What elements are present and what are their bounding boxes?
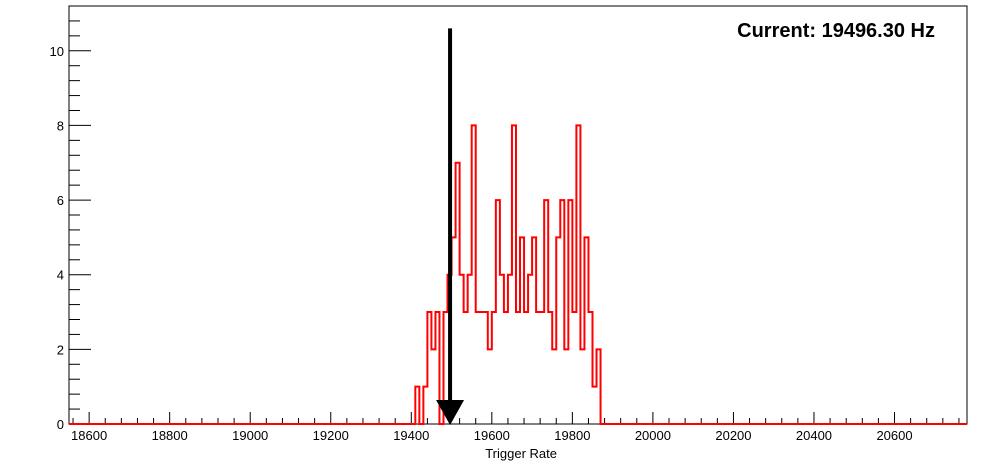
y-tick-label: 10 [50, 44, 64, 59]
y-tick-label: 0 [57, 417, 64, 432]
x-tick-label: 19000 [232, 428, 268, 443]
current-rate-marker [436, 28, 465, 425]
x-axis-title: Trigger Rate [485, 446, 557, 461]
x-tick-label: 19200 [313, 428, 349, 443]
histogram-series [69, 124, 967, 425]
y-tick-label: 4 [57, 268, 64, 283]
x-axis: 18600 18800 19000 19200 19400 19600 19800 20000… [71, 412, 960, 443]
x-tick-label: 20000 [635, 428, 671, 443]
x-tick-label: 19400 [393, 428, 429, 443]
x-tick-label: 19600 [474, 428, 510, 443]
histogram-step-line [69, 124, 967, 425]
y-tick-label: 2 [57, 342, 64, 357]
x-tick-label: 20200 [715, 428, 751, 443]
x-tick-label: 18600 [71, 428, 107, 443]
y-axis: 0 2 4 6 8 10 [50, 20, 91, 432]
x-tick-label: 20600 [876, 428, 912, 443]
plot-frame [68, 5, 968, 425]
x-tick-label: 20400 [796, 428, 832, 443]
y-tick-label: 6 [57, 193, 64, 208]
x-tick-label: 19800 [554, 428, 590, 443]
y-tick-label: 8 [57, 118, 64, 133]
current-rate-label: Current: 19496.30 Hz [737, 20, 935, 42]
x-tick-label: 18800 [152, 428, 188, 443]
marker-arrow-head [436, 400, 465, 425]
